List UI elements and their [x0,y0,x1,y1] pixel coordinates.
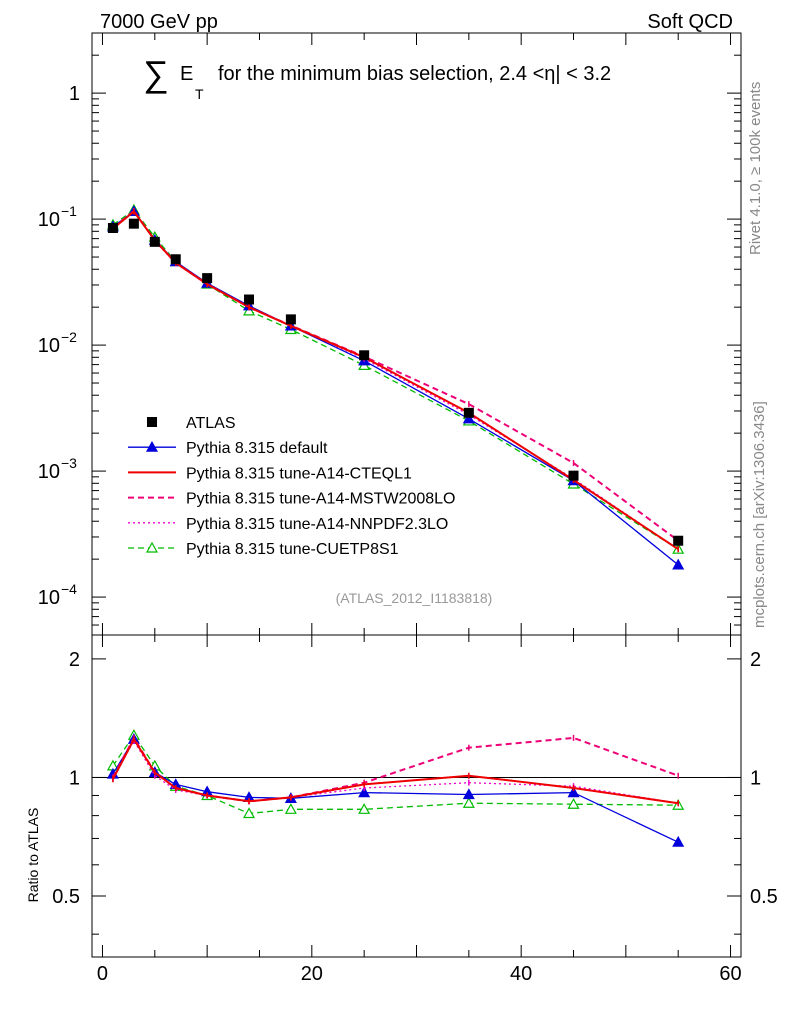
main-series [106,203,685,570]
ratio-y-tick-label-right: 0.5 [750,886,778,908]
legend-label-atlas: ATLAS [186,415,236,432]
ratio-y-tick-label-left: 0.5 [52,886,80,908]
title-sum-symbol: ∑ [143,53,169,94]
main-point-atlas [170,254,181,265]
ratio-y-tick-label-left: 2 [69,649,80,671]
x-tick-label: 40 [510,963,532,985]
y-tick-label-exp: −1 [61,203,77,219]
mcplots-label: mcplots.cern.ch [arXiv:1306.3436] [751,401,768,628]
x-tick-label: 0 [97,963,108,985]
x-tick-label: 20 [301,963,323,985]
main-line-default [112,210,679,566]
main-axis-ticks: 110−110−210−310−4 [38,32,741,636]
legend-marker-atlas [147,417,157,427]
legend: ATLAS Pythia 8.315 default Pythia 8.315 tu… [128,415,455,558]
main-point-default [462,412,475,424]
main-point-atlas [202,273,213,284]
y-tick-label-exp: −4 [61,581,77,597]
ratio-point-default [567,786,580,798]
legend-label-nnpdf: Pythia 8.315 tune-A14-NNPDF2.3LO [186,516,448,533]
ratio-point-cuetp8s1 [462,797,475,808]
y-tick-label: 10 [38,209,60,231]
watermark: (ATLAS_2012_I1183818) [336,590,493,606]
x-tick-label: 60 [719,963,741,985]
main-point-atlas [359,350,370,361]
y-tick-label: 10 [38,335,60,357]
main-point-atlas [285,314,296,325]
ratio-frame [91,634,742,958]
ratio-y-tick-label-right: 2 [750,649,761,671]
header-right: Soft QCD [647,11,733,33]
main-point-atlas [673,535,684,546]
main-point-atlas [128,218,139,229]
legend-label-cuetp8s1: Pythia 8.315 tune-CUETP8S1 [186,541,399,558]
ratio-line-nnpdf [112,739,679,804]
rivet-label: Rivet 4.1.0, ≥ 100k events [747,82,764,255]
title-rest: for the minimum bias selection, 2.4 <η| … [218,63,611,85]
legend-marker-cuetp8s1 [145,541,159,553]
y-tick-label: 1 [69,83,80,105]
main-point-atlas [244,294,255,305]
ratio-ylabel: Ratio to ATLAS [25,808,41,903]
main-point-atlas [149,236,160,247]
main-point-atlas [107,222,118,233]
legend-label-cteql1: Pythia 8.315 tune-A14-CTEQL1 [186,465,412,482]
y-tick-label-exp: −2 [61,329,77,345]
ratio-y-tick-label-right: 1 [750,767,761,789]
main-point-atlas [568,470,579,481]
ratio-point-cuetp8s1 [358,803,371,814]
y-tick-label-exp: −3 [61,455,77,471]
ratio-point-cuetp8s1 [284,803,297,814]
legend-label-default: Pythia 8.315 default [186,440,328,457]
title-sub: T [195,86,204,102]
ratio-axis-ticks: 0 20 40 60 0.5 0.5 1 1 2 2 [52,635,778,985]
ratio-point-cuetp8s1 [567,798,580,809]
header-left: 7000 GeV pp [100,11,218,33]
ratio-point-cuetp8s1 [242,807,256,819]
main-point-atlas [463,407,474,418]
legend-marker-default [145,440,159,452]
ratio-point-default [462,788,475,800]
ratio-y-tick-label-left: 1 [69,767,80,789]
ratio-series [106,728,685,847]
legend-label-mstw: Pythia 8.315 tune-A14-MSTW2008LO [186,491,455,508]
y-tick-label: 10 [38,587,60,609]
main-point-default [672,558,685,570]
ratio-point-default [358,786,371,798]
title-e: E [180,63,193,85]
y-tick-label: 10 [38,461,60,483]
ratio-point-default [672,835,685,847]
